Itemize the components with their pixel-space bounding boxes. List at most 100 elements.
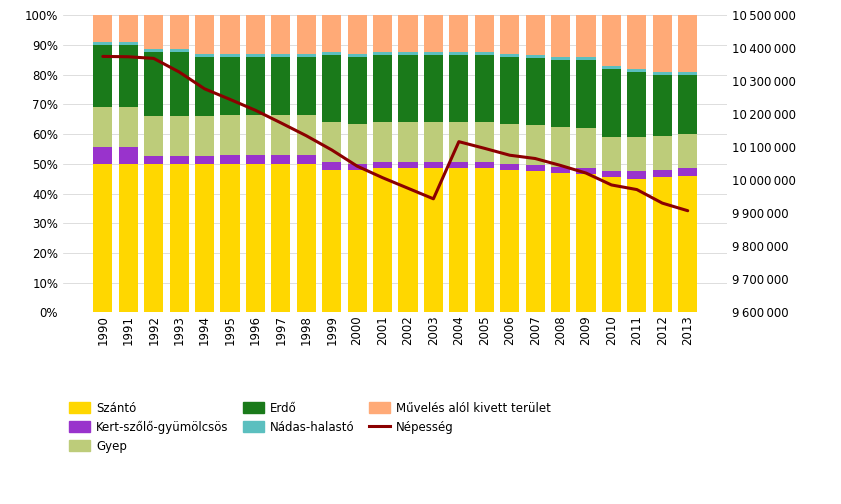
Népesség [683,208,693,214]
Bar [678,134,697,168]
Bar [347,57,367,123]
Bar [576,174,595,312]
Bar [678,176,697,312]
Népesség [352,163,362,169]
Bar [195,116,214,156]
Bar [399,55,417,122]
Bar [93,148,113,164]
Bar [246,15,265,54]
Bar [449,168,468,312]
Bar [678,72,697,75]
Bar [551,173,570,312]
Bar [653,136,672,170]
Bar [500,164,519,170]
Bar [474,15,494,52]
Bar [119,15,138,42]
Bar [322,55,341,122]
Népesség [428,196,438,202]
Bar [347,123,367,164]
Bar [170,52,188,116]
Bar [500,15,519,54]
Bar [551,15,570,57]
Bar [220,54,240,57]
Bar [195,54,214,57]
Bar [526,165,545,171]
Bar [424,122,443,162]
Bar [347,170,367,312]
Bar [272,164,290,312]
Bar [399,168,417,312]
Bar [474,122,494,162]
Bar [246,54,265,57]
Népesség [505,152,515,158]
Népesség [530,156,540,162]
Bar [297,57,316,115]
Bar [93,164,113,312]
Bar [246,115,265,155]
Bar [297,15,316,54]
Bar [195,15,214,54]
Népesség [454,139,464,145]
Bar [322,15,341,52]
Bar [500,54,519,57]
Bar [119,45,138,107]
Bar [576,168,595,174]
Bar [500,57,519,123]
Bar [119,107,138,148]
Népesség [632,186,642,193]
Bar [653,15,672,72]
Bar [373,52,392,55]
Bar [220,15,240,54]
Bar [627,137,647,171]
Bar [424,55,443,122]
Bar [424,52,443,55]
Bar [272,15,290,54]
Bar [474,55,494,122]
Bar [576,128,595,168]
Bar [195,57,214,116]
Bar [627,171,647,179]
Bar [602,15,621,66]
Népesség [174,69,184,75]
Bar [424,168,443,312]
Bar [220,164,240,312]
Bar [399,162,417,168]
Bar [602,177,621,312]
Bar [373,162,392,168]
Bar [347,15,367,54]
Népesség [149,55,159,61]
Bar [474,168,494,312]
Bar [526,125,545,165]
Bar [195,164,214,312]
Népesség [225,96,235,102]
Bar [144,49,163,52]
Bar [195,156,214,164]
Népesség [606,182,616,188]
Bar [678,75,697,134]
Bar [297,164,316,312]
Bar [576,60,595,128]
Bar [399,15,417,52]
Bar [347,164,367,170]
Bar [678,168,697,176]
Bar [170,49,188,52]
Bar [500,123,519,164]
Bar [653,75,672,136]
Népesség [479,145,489,151]
Bar [653,177,672,312]
Bar [246,155,265,164]
Bar [500,170,519,312]
Bar [576,57,595,59]
Bar [373,55,392,122]
Bar [144,164,163,312]
Bar [678,15,697,72]
Népesség [301,133,311,139]
Bar [93,45,113,107]
Bar [119,164,138,312]
Népesség [251,107,261,113]
Bar [449,15,468,52]
Bar [93,15,113,42]
Népesség [556,162,566,168]
Bar [144,116,163,156]
Bar [144,15,163,49]
